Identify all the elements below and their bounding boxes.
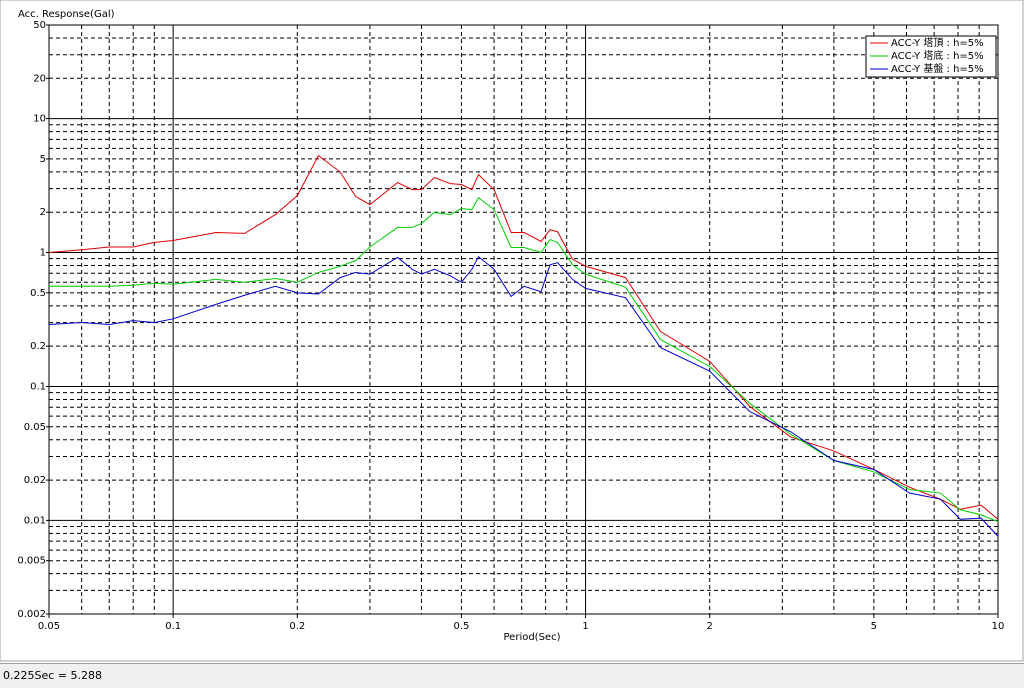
y-tick-label: 0.01 <box>24 515 46 526</box>
y-tick-label: 0.02 <box>24 475 46 486</box>
x-axis-title: Period(Sec) <box>504 632 561 643</box>
x-tick-label: 0.05 <box>38 621 60 632</box>
x-tick-label: 10 <box>992 621 1005 632</box>
y-tick-label: 0.1 <box>30 381 46 392</box>
y-tick-label: 0.2 <box>30 341 46 352</box>
x-tick-label: 1 <box>582 621 588 632</box>
y-tick-label: 0.05 <box>24 422 46 433</box>
y-tick-label: 0.005 <box>17 556 46 567</box>
plot-frame <box>48 24 999 615</box>
y-axis-title: Acc. Response(Gal) <box>18 9 115 20</box>
legend-label: ACC-Y 塔底 : h=5% <box>891 49 984 62</box>
y-tick-label: 1 <box>40 248 46 259</box>
y-tick-label: 0.5 <box>30 288 46 299</box>
status-text: 0.225Sec = 5.288 <box>3 669 102 682</box>
y-tick-label: 0.002 <box>17 609 46 620</box>
y-tick-label: 5 <box>40 154 46 165</box>
x-tick-label: 0.1 <box>165 621 181 632</box>
legend-label: ACC-Y 基盤 : h=5% <box>891 62 984 75</box>
series-line <box>49 196 999 523</box>
legend-label: ACC-Y 塔頂 : h=5% <box>891 36 984 49</box>
window-frame <box>0 0 1024 662</box>
chart: Acc. Response(Gal) Period(Sec) 0.05 0.1 0.… <box>0 0 1024 662</box>
y-tick-label: 50 <box>33 20 46 31</box>
y-tick-label: 2 <box>40 207 46 218</box>
x-tick-label: 0.2 <box>289 621 305 632</box>
status-bar: 0.225Sec = 5.288 <box>0 663 1024 688</box>
series-line <box>48 255 999 537</box>
x-tick-label: 5 <box>871 621 877 632</box>
x-tick-label: 0.5 <box>453 621 469 632</box>
legend: ACC-Y 塔頂 : h=5%ACC-Y 塔底 : h=5%ACC-Y 基盤 :… <box>865 35 997 78</box>
series-line <box>48 154 999 520</box>
y-tick-label: 20 <box>33 73 46 84</box>
x-tick-label: 2 <box>707 621 713 632</box>
y-tick-label: 10 <box>33 114 46 125</box>
